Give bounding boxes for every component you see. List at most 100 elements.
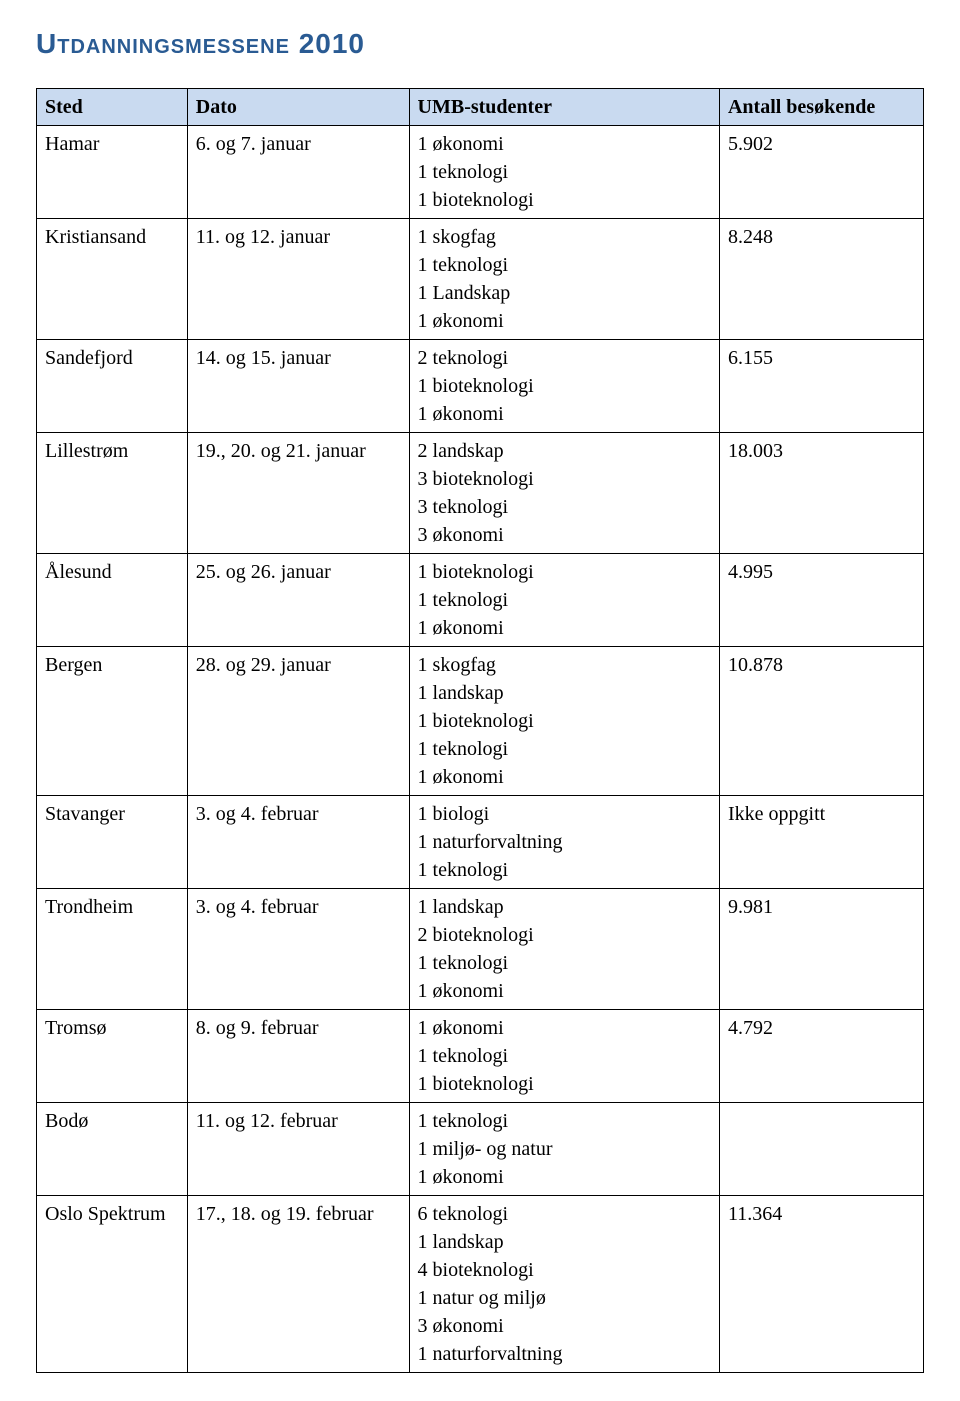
table-row: Kristiansand11. og 12. januar1 skogfag1 … xyxy=(37,219,924,340)
cell-sted: Hamar xyxy=(37,126,188,219)
studenter-line: 1 natur og miljø xyxy=(418,1284,711,1312)
studenter-line: 1 økonomi xyxy=(418,1014,711,1042)
studenter-line: 1 økonomi xyxy=(418,977,711,1005)
cell-antall: 4.995 xyxy=(719,554,923,647)
cell-antall: 5.902 xyxy=(719,126,923,219)
education-fairs-table: Sted Dato UMB-studenter Antall besøkende… xyxy=(36,88,924,1373)
studenter-line: 1 økonomi xyxy=(418,307,711,335)
studenter-line: 1 teknologi xyxy=(418,586,711,614)
studenter-line: 1 økonomi xyxy=(418,763,711,791)
cell-dato: 11. og 12. januar xyxy=(187,219,409,340)
cell-sted: Oslo Spektrum xyxy=(37,1196,188,1373)
studenter-line: 1 bioteknologi xyxy=(418,186,711,214)
col-header-dato: Dato xyxy=(187,89,409,126)
table-row: Tromsø8. og 9. februar1 økonomi1 teknolo… xyxy=(37,1010,924,1103)
studenter-line: 1 bioteknologi xyxy=(418,558,711,586)
cell-antall: Ikke oppgitt xyxy=(719,796,923,889)
cell-antall: 6.155 xyxy=(719,340,923,433)
studenter-line: 2 teknologi xyxy=(418,344,711,372)
studenter-line: 3 økonomi xyxy=(418,1312,711,1340)
table-row: Lillestrøm19., 20. og 21. januar2 landsk… xyxy=(37,433,924,554)
studenter-line: 1 teknologi xyxy=(418,158,711,186)
studenter-line: 3 økonomi xyxy=(418,521,711,549)
cell-antall xyxy=(719,1103,923,1196)
col-header-antall: Antall besøkende xyxy=(719,89,923,126)
table-body: Hamar6. og 7. januar1 økonomi1 teknologi… xyxy=(37,126,924,1373)
studenter-line: 6 teknologi xyxy=(418,1200,711,1228)
cell-sted: Lillestrøm xyxy=(37,433,188,554)
studenter-line: 1 skogfag xyxy=(418,651,711,679)
table-row: Ålesund25. og 26. januar1 bioteknologi1 … xyxy=(37,554,924,647)
cell-studenter: 2 landskap3 bioteknologi3 teknologi3 øko… xyxy=(409,433,719,554)
cell-antall: 18.003 xyxy=(719,433,923,554)
studenter-line: 1 teknologi xyxy=(418,735,711,763)
cell-studenter: 1 teknologi1 miljø- og natur1 økonomi xyxy=(409,1103,719,1196)
studenter-line: 1 økonomi xyxy=(418,130,711,158)
studenter-line: 3 teknologi xyxy=(418,493,711,521)
cell-sted: Ålesund xyxy=(37,554,188,647)
studenter-line: 1 landskap xyxy=(418,1228,711,1256)
cell-studenter: 1 økonomi1 teknologi1 bioteknologi xyxy=(409,126,719,219)
cell-antall: 9.981 xyxy=(719,889,923,1010)
page-title: Utdanningsmessene 2010 xyxy=(36,28,924,60)
cell-sted: Kristiansand xyxy=(37,219,188,340)
table-row: Hamar6. og 7. januar1 økonomi1 teknologi… xyxy=(37,126,924,219)
table-row: Oslo Spektrum17., 18. og 19. februar6 te… xyxy=(37,1196,924,1373)
studenter-line: 2 bioteknologi xyxy=(418,921,711,949)
studenter-line: 1 Landskap xyxy=(418,279,711,307)
cell-dato: 11. og 12. februar xyxy=(187,1103,409,1196)
cell-dato: 19., 20. og 21. januar xyxy=(187,433,409,554)
cell-antall: 8.248 xyxy=(719,219,923,340)
cell-studenter: 2 teknologi1 bioteknologi1 økonomi xyxy=(409,340,719,433)
cell-sted: Trondheim xyxy=(37,889,188,1010)
studenter-line: 1 teknologi xyxy=(418,251,711,279)
studenter-line: 4 bioteknologi xyxy=(418,1256,711,1284)
cell-antall: 10.878 xyxy=(719,647,923,796)
cell-dato: 8. og 9. februar xyxy=(187,1010,409,1103)
studenter-line: 1 naturforvaltning xyxy=(418,1340,711,1368)
cell-studenter: 6 teknologi1 landskap4 bioteknologi1 nat… xyxy=(409,1196,719,1373)
studenter-line: 1 landskap xyxy=(418,893,711,921)
cell-studenter: 1 landskap2 bioteknologi1 teknologi1 øko… xyxy=(409,889,719,1010)
cell-antall: 11.364 xyxy=(719,1196,923,1373)
table-row: Stavanger3. og 4. februar1 biologi1 natu… xyxy=(37,796,924,889)
table-row: Bodø11. og 12. februar1 teknologi1 miljø… xyxy=(37,1103,924,1196)
cell-sted: Bodø xyxy=(37,1103,188,1196)
cell-dato: 6. og 7. januar xyxy=(187,126,409,219)
table-row: Trondheim3. og 4. februar1 landskap2 bio… xyxy=(37,889,924,1010)
cell-dato: 17., 18. og 19. februar xyxy=(187,1196,409,1373)
cell-sted: Tromsø xyxy=(37,1010,188,1103)
cell-studenter: 1 skogfag1 teknologi1 Landskap1 økonomi xyxy=(409,219,719,340)
studenter-line: 1 økonomi xyxy=(418,400,711,428)
studenter-line: 1 bioteknologi xyxy=(418,707,711,735)
cell-dato: 3. og 4. februar xyxy=(187,796,409,889)
studenter-line: 1 teknologi xyxy=(418,949,711,977)
cell-dato: 28. og 29. januar xyxy=(187,647,409,796)
studenter-line: 1 skogfag xyxy=(418,223,711,251)
col-header-sted: Sted xyxy=(37,89,188,126)
cell-studenter: 1 bioteknologi1 teknologi1 økonomi xyxy=(409,554,719,647)
table-header-row: Sted Dato UMB-studenter Antall besøkende xyxy=(37,89,924,126)
studenter-line: 1 miljø- og natur xyxy=(418,1135,711,1163)
cell-studenter: 1 økonomi1 teknologi1 bioteknologi xyxy=(409,1010,719,1103)
cell-antall: 4.792 xyxy=(719,1010,923,1103)
studenter-line: 1 bioteknologi xyxy=(418,1070,711,1098)
col-header-studenter: UMB-studenter xyxy=(409,89,719,126)
studenter-line: 2 landskap xyxy=(418,437,711,465)
cell-sted: Bergen xyxy=(37,647,188,796)
cell-dato: 3. og 4. februar xyxy=(187,889,409,1010)
studenter-line: 1 økonomi xyxy=(418,1163,711,1191)
studenter-line: 1 naturforvaltning xyxy=(418,828,711,856)
studenter-line: 1 teknologi xyxy=(418,1107,711,1135)
cell-studenter: 1 skogfag1 landskap1 bioteknologi1 tekno… xyxy=(409,647,719,796)
cell-dato: 14. og 15. januar xyxy=(187,340,409,433)
table-row: Bergen28. og 29. januar1 skogfag1 landsk… xyxy=(37,647,924,796)
studenter-line: 1 landskap xyxy=(418,679,711,707)
studenter-line: 1 bioteknologi xyxy=(418,372,711,400)
cell-studenter: 1 biologi1 naturforvaltning1 teknologi xyxy=(409,796,719,889)
studenter-line: 1 biologi xyxy=(418,800,711,828)
studenter-line: 1 teknologi xyxy=(418,1042,711,1070)
cell-dato: 25. og 26. januar xyxy=(187,554,409,647)
cell-sted: Stavanger xyxy=(37,796,188,889)
studenter-line: 1 teknologi xyxy=(418,856,711,884)
